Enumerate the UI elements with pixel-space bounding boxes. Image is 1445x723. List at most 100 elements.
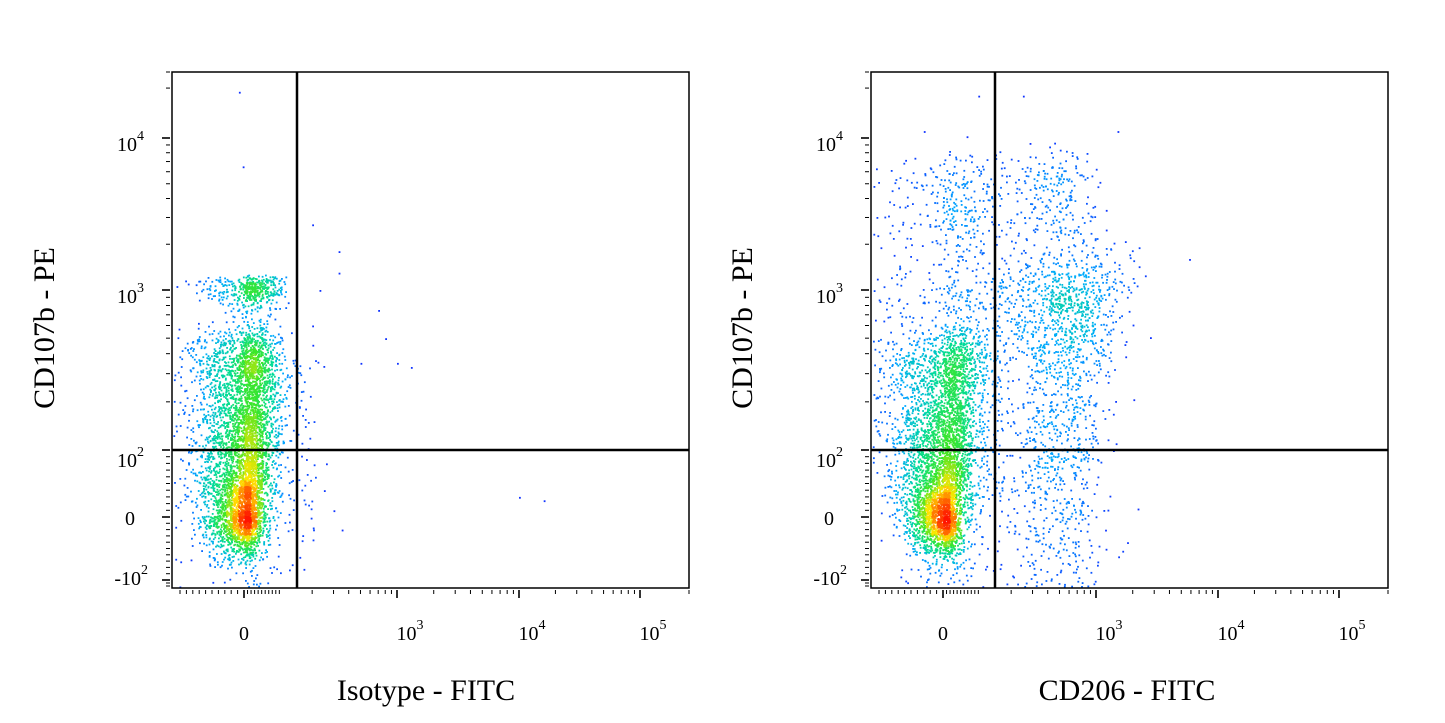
event-dot (258, 319, 261, 322)
event-dot (254, 333, 256, 336)
event-dot (192, 468, 194, 471)
event-dot (217, 432, 220, 434)
event-dot (222, 416, 224, 419)
event-dot (257, 458, 259, 460)
event-dot (222, 447, 225, 450)
event-dot (212, 359, 215, 362)
event-dot (231, 529, 233, 531)
event-dot (232, 458, 235, 460)
event-dot (266, 331, 269, 333)
event-dot (184, 499, 187, 501)
event-dot (262, 389, 265, 391)
event-dot (200, 521, 202, 524)
event-dot (266, 536, 268, 538)
event-dot (251, 479, 253, 481)
event-dot (223, 422, 226, 425)
event-dot (214, 437, 217, 439)
event-dot (249, 341, 251, 344)
event-dot (211, 364, 214, 366)
event-dot (257, 400, 259, 403)
event-dot (221, 368, 224, 370)
event-dot (218, 292, 220, 295)
event-dot (240, 539, 243, 542)
event-dot (198, 360, 201, 362)
event-dot (281, 428, 284, 431)
event-dot (277, 456, 280, 459)
event-dot (264, 551, 267, 554)
event-dot (275, 292, 278, 295)
event-dot (262, 530, 265, 533)
event-dot (255, 472, 257, 475)
event-dot (238, 475, 241, 478)
event-dot (262, 327, 264, 329)
event-dot (244, 357, 247, 360)
event-dot (206, 460, 208, 463)
event-dot (225, 407, 228, 410)
event-dot (230, 457, 233, 460)
event-dot (214, 440, 217, 442)
event-dot (246, 445, 248, 448)
event-dot (211, 404, 214, 407)
event-dot (267, 469, 270, 471)
event-dot (204, 531, 207, 534)
event-dot (242, 331, 245, 334)
event-dot (239, 392, 241, 395)
event-dot (191, 537, 193, 540)
event-dot (220, 296, 223, 299)
event-dot (270, 424, 273, 427)
event-dot (245, 451, 248, 454)
event-dot (206, 475, 209, 478)
event-dot (225, 533, 228, 536)
event-dot (245, 331, 248, 334)
event-dot (259, 485, 262, 487)
event-dot (224, 508, 227, 510)
event-dot (257, 469, 260, 472)
event-dot (223, 558, 225, 561)
event-dot (234, 329, 237, 331)
event-dot (212, 295, 215, 298)
event-dot (214, 558, 216, 561)
event-dot (253, 413, 255, 415)
event-dot (222, 384, 224, 387)
event-dot (281, 278, 283, 280)
event-dot (298, 479, 301, 482)
event-dot (215, 509, 218, 512)
event-dot (207, 485, 210, 488)
event-dot (202, 517, 205, 520)
event-dot (263, 542, 265, 545)
event-dot (238, 470, 241, 472)
event-dot (220, 457, 222, 460)
event-dot (270, 423, 273, 425)
event-dot (248, 543, 250, 546)
event-dot (267, 386, 270, 389)
event-dot (219, 291, 222, 294)
event-dot (217, 451, 220, 454)
event-dot (205, 353, 208, 356)
event-dot (257, 372, 260, 375)
event-dot (209, 426, 211, 429)
event-dot (202, 491, 204, 494)
event-dot (261, 423, 264, 425)
event-dot (209, 422, 212, 425)
event-dot (227, 484, 230, 487)
event-dot (259, 535, 262, 537)
event-dot (216, 516, 219, 519)
event-dot (254, 278, 257, 280)
event-dot (258, 377, 261, 380)
event-dot (247, 452, 249, 455)
event-dot (195, 506, 198, 508)
event-dot (229, 563, 231, 566)
event-dot (247, 400, 249, 403)
event-dot (258, 361, 260, 364)
event-dot (232, 444, 234, 447)
event-dot (238, 462, 241, 465)
event-dot (254, 415, 257, 418)
event-dot (231, 535, 234, 538)
event-dot (207, 507, 210, 509)
event-dot (251, 559, 253, 562)
event-dot (268, 279, 271, 282)
event-dot (270, 335, 272, 337)
event-dot (220, 533, 222, 536)
event-dot (250, 418, 252, 421)
event-dot (249, 349, 252, 352)
